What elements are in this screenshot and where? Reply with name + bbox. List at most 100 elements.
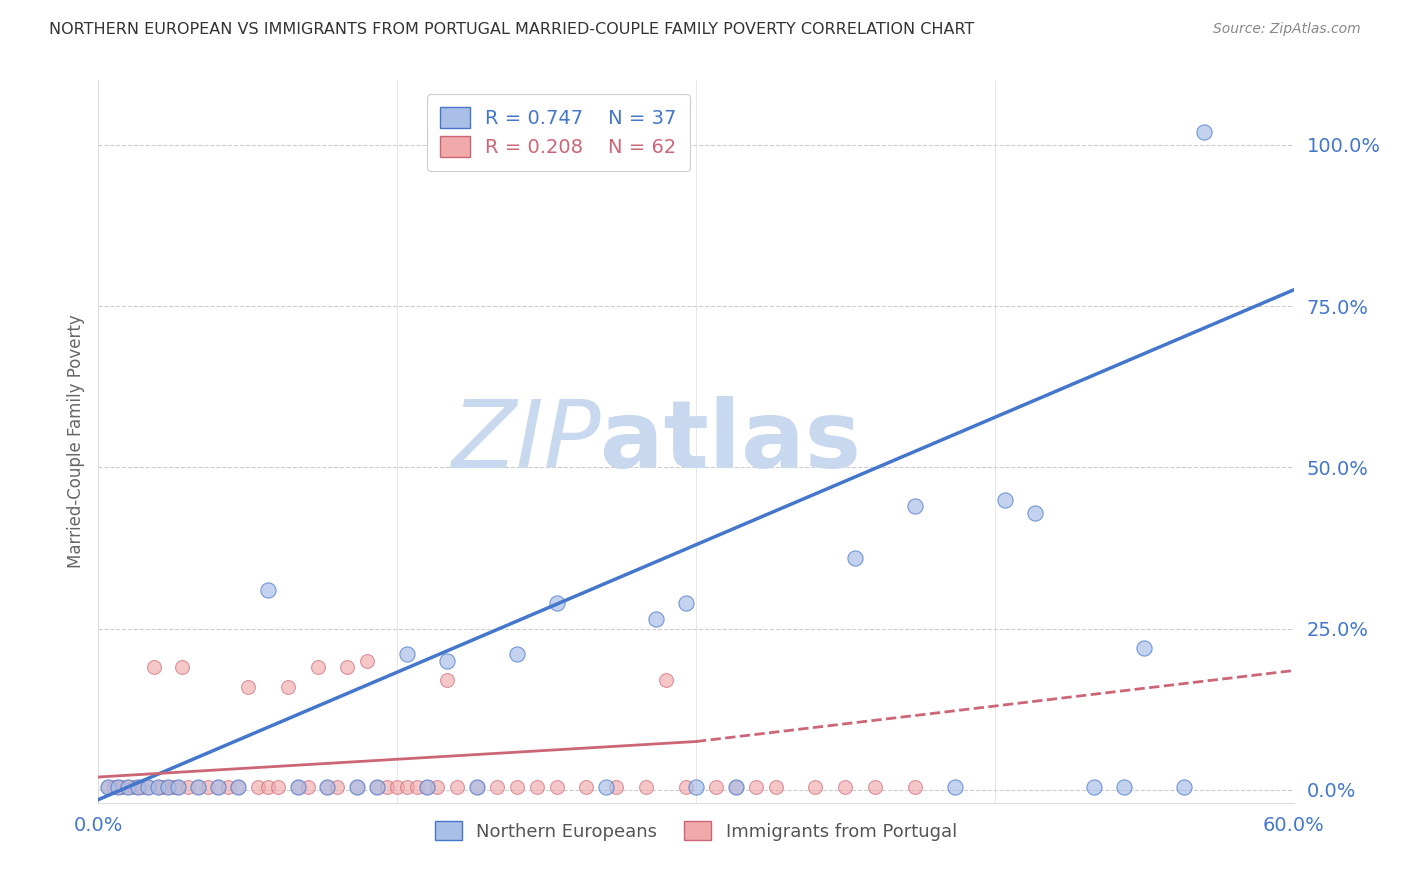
Point <box>834 780 856 794</box>
Point <box>366 780 388 794</box>
Point <box>256 780 278 794</box>
Point <box>187 780 209 794</box>
Point <box>356 654 378 668</box>
Point <box>111 780 134 794</box>
Point <box>336 660 359 674</box>
Point <box>506 648 529 662</box>
Point <box>246 780 269 794</box>
Point <box>675 596 697 610</box>
Point <box>197 780 219 794</box>
Point <box>605 780 627 794</box>
Point <box>131 780 153 794</box>
Point <box>595 780 617 794</box>
Point <box>148 780 170 794</box>
Point <box>396 780 419 794</box>
Point <box>307 660 329 674</box>
Text: atlas: atlas <box>600 395 862 488</box>
Point <box>685 780 707 794</box>
Point <box>994 492 1017 507</box>
Point <box>724 780 747 794</box>
Point <box>546 780 568 794</box>
Point <box>904 499 927 513</box>
Point <box>724 780 747 794</box>
Point <box>277 680 299 694</box>
Text: NORTHERN EUROPEAN VS IMMIGRANTS FROM PORTUGAL MARRIED-COUPLE FAMILY POVERTY CORR: NORTHERN EUROPEAN VS IMMIGRANTS FROM POR… <box>49 22 974 37</box>
Point <box>375 780 398 794</box>
Point <box>366 780 388 794</box>
Point <box>187 780 209 794</box>
Point <box>107 780 129 794</box>
Point <box>675 780 697 794</box>
Point <box>426 780 449 794</box>
Point <box>167 780 190 794</box>
Point <box>1114 780 1136 794</box>
Point <box>297 780 319 794</box>
Point <box>167 780 190 794</box>
Point <box>316 780 339 794</box>
Legend: Northern Europeans, Immigrants from Portugal: Northern Europeans, Immigrants from Port… <box>427 814 965 848</box>
Point <box>636 780 658 794</box>
Point <box>546 596 568 610</box>
Point <box>1173 780 1195 794</box>
Point <box>436 654 458 668</box>
Point <box>704 780 727 794</box>
Point <box>150 780 173 794</box>
Point <box>346 780 368 794</box>
Point <box>385 780 409 794</box>
Point <box>1024 506 1046 520</box>
Point <box>465 780 488 794</box>
Point <box>236 680 259 694</box>
Point <box>526 780 548 794</box>
Point <box>346 780 368 794</box>
Point <box>136 780 159 794</box>
Point <box>575 780 598 794</box>
Point <box>765 780 787 794</box>
Point <box>217 780 239 794</box>
Point <box>256 582 278 597</box>
Point <box>655 673 678 688</box>
Point <box>745 780 768 794</box>
Point <box>844 550 866 565</box>
Text: Source: ZipAtlas.com: Source: ZipAtlas.com <box>1213 22 1361 37</box>
Point <box>117 780 139 794</box>
Point <box>287 780 309 794</box>
Point <box>1083 780 1105 794</box>
Y-axis label: Married-Couple Family Poverty: Married-Couple Family Poverty <box>66 315 84 568</box>
Point <box>865 780 887 794</box>
Point <box>645 612 668 626</box>
Point <box>103 780 125 794</box>
Point <box>97 780 120 794</box>
Text: ZIP: ZIP <box>451 396 600 487</box>
Point <box>287 780 309 794</box>
Point <box>163 780 186 794</box>
Point <box>143 660 166 674</box>
Point <box>207 780 229 794</box>
Point <box>157 780 180 794</box>
Point <box>97 780 120 794</box>
Point <box>396 648 419 662</box>
Point <box>127 780 149 794</box>
Point <box>446 780 468 794</box>
Point <box>316 780 339 794</box>
Point <box>326 780 349 794</box>
Point <box>804 780 827 794</box>
Point <box>267 780 290 794</box>
Point <box>107 780 129 794</box>
Point <box>416 780 439 794</box>
Point <box>148 780 170 794</box>
Point <box>177 780 200 794</box>
Point <box>416 780 439 794</box>
Point <box>436 673 458 688</box>
Point <box>157 780 180 794</box>
Point <box>506 780 529 794</box>
Point <box>127 780 149 794</box>
Point <box>904 780 927 794</box>
Point <box>136 780 159 794</box>
Point <box>172 660 194 674</box>
Point <box>207 780 229 794</box>
Point <box>1192 125 1215 139</box>
Point <box>124 780 146 794</box>
Point <box>117 780 139 794</box>
Point <box>485 780 508 794</box>
Point <box>406 780 429 794</box>
